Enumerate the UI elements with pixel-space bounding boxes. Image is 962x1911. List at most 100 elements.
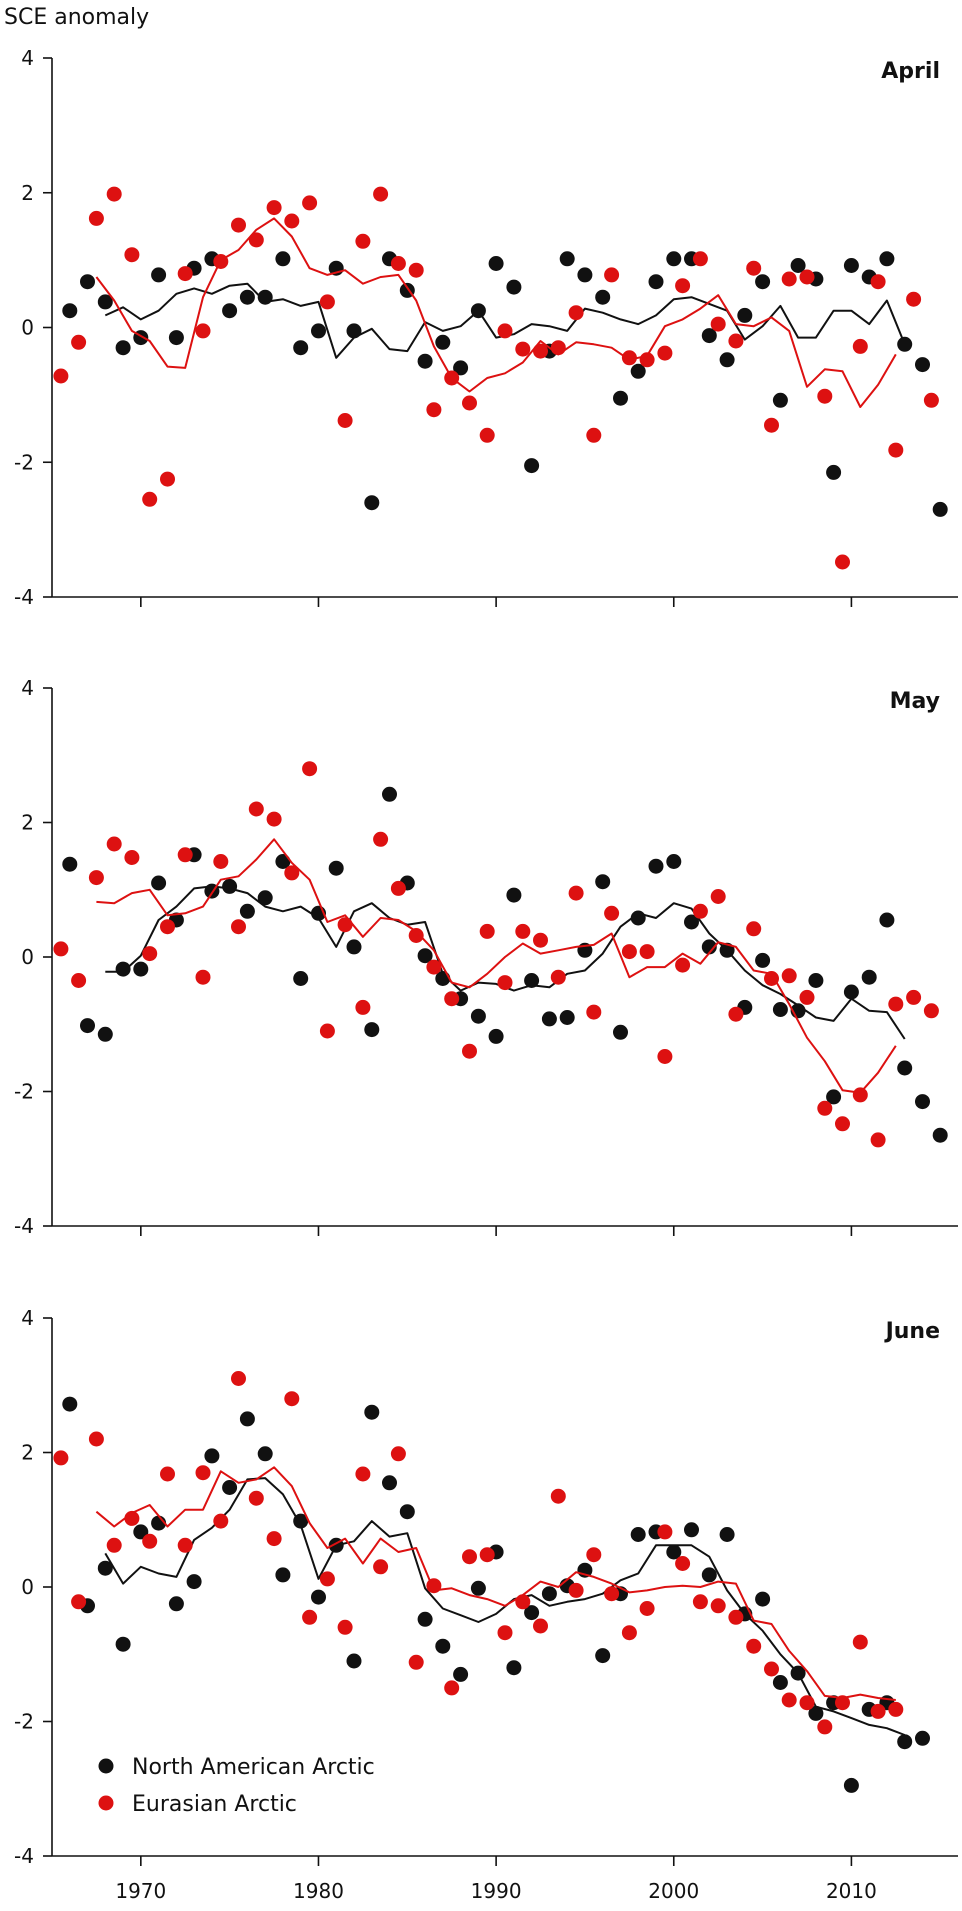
eurasian-data-point bbox=[781, 271, 797, 287]
eurasian-data-point bbox=[497, 975, 513, 991]
eurasian-data-point bbox=[852, 1634, 868, 1650]
eurasian-data-point bbox=[266, 1531, 282, 1547]
eurasian-moving-average-line bbox=[95, 217, 897, 408]
eurasian-data-point bbox=[604, 267, 620, 283]
north-american-data-point bbox=[275, 854, 291, 869]
eurasian-data-point bbox=[373, 1559, 389, 1575]
eurasian-data-point bbox=[160, 1466, 175, 1482]
eurasian-data-point bbox=[533, 343, 548, 359]
eurasian-data-point bbox=[195, 969, 211, 985]
north-american-data-point bbox=[382, 786, 397, 802]
north-american-data-point bbox=[346, 939, 362, 955]
north-american-data-point bbox=[541, 1011, 557, 1027]
y-tick-label: -2 bbox=[14, 450, 34, 474]
panel-title-june: June bbox=[884, 1319, 940, 1344]
north-american-data-point bbox=[488, 1028, 504, 1044]
north-american-data-point bbox=[843, 258, 859, 273]
north-american-data-point bbox=[417, 948, 433, 964]
north-american-data-point bbox=[293, 971, 309, 986]
north-american-data-point bbox=[257, 1446, 273, 1462]
eurasian-data-point bbox=[195, 1465, 211, 1481]
north-american-data-point bbox=[595, 1648, 611, 1664]
panel-june: 4 2 0 -2 -4 June bbox=[14, 1306, 958, 1868]
eurasian-data-point bbox=[621, 350, 637, 366]
north-american-data-point bbox=[843, 1777, 859, 1793]
eurasian-data-point bbox=[479, 1547, 495, 1563]
x-tick-label: 2010 bbox=[826, 1879, 877, 1903]
north-american-data-point bbox=[772, 1002, 788, 1017]
y-tick-label: 2 bbox=[21, 811, 34, 835]
north-american-data-point bbox=[435, 334, 451, 350]
north-american-data-point bbox=[879, 912, 895, 928]
eurasian-data-point bbox=[426, 402, 442, 418]
eurasian-data-point bbox=[550, 340, 566, 356]
eurasian-data-point bbox=[390, 1446, 406, 1462]
north-american-data-point bbox=[684, 1522, 699, 1538]
eurasian-data-point bbox=[764, 1661, 779, 1677]
eurasian-data-point bbox=[355, 1466, 371, 1482]
north-american-data-point bbox=[257, 890, 273, 906]
eurasian-data-point bbox=[710, 889, 726, 904]
eurasian-data-point bbox=[444, 370, 460, 386]
eurasian-data-point bbox=[657, 345, 673, 361]
north-american-data-point bbox=[257, 289, 273, 305]
eurasian-data-point bbox=[817, 1719, 833, 1735]
north-american-data-point bbox=[666, 251, 682, 267]
north-american-data-point bbox=[488, 256, 504, 271]
north-american-data-point bbox=[62, 1396, 78, 1412]
eurasian-data-point bbox=[764, 417, 779, 433]
north-american-data-point bbox=[62, 856, 78, 872]
north-american-data-point bbox=[168, 1596, 184, 1612]
eurasian-data-point bbox=[799, 269, 815, 285]
eurasian-data-point bbox=[53, 368, 69, 384]
north-american-moving-average-line bbox=[105, 885, 906, 1040]
north-american-data-point bbox=[470, 303, 486, 319]
north-american-data-point bbox=[719, 1527, 735, 1542]
eurasian-data-point bbox=[888, 442, 904, 458]
eurasian-data-point bbox=[692, 251, 708, 267]
eurasian-data-point bbox=[479, 923, 495, 939]
eurasian-data-point bbox=[568, 305, 584, 321]
eurasian-data-point bbox=[408, 928, 424, 943]
eurasian-data-point bbox=[586, 1547, 602, 1563]
north-american-data-point bbox=[755, 952, 771, 968]
north-american-data-point bbox=[222, 878, 238, 894]
eurasian-data-point bbox=[160, 471, 175, 487]
eurasian-data-point bbox=[550, 969, 566, 985]
north-american-data-point bbox=[275, 1567, 291, 1583]
eurasian-data-point bbox=[497, 1625, 513, 1641]
eurasian-data-point bbox=[639, 352, 655, 368]
eurasian-data-point bbox=[835, 554, 850, 570]
eurasian-data-point bbox=[710, 316, 726, 332]
eurasian-data-point bbox=[302, 761, 318, 777]
eurasian-data-point bbox=[657, 1049, 673, 1064]
eurasian-data-point bbox=[302, 195, 318, 211]
north-american-data-point bbox=[790, 1665, 806, 1681]
legend-marker-eurasian bbox=[98, 1795, 114, 1811]
eurasian-data-point bbox=[426, 1578, 442, 1594]
north-american-data-point bbox=[879, 251, 895, 267]
north-american-data-point bbox=[97, 1026, 113, 1042]
y-tick-label: -2 bbox=[14, 1080, 34, 1104]
north-american-data-point bbox=[506, 279, 522, 295]
north-american-data-point bbox=[613, 390, 628, 406]
north-american-data-point bbox=[737, 307, 753, 323]
eurasian-data-point bbox=[88, 210, 104, 226]
north-american-data-point bbox=[222, 1480, 238, 1495]
eurasian-data-point bbox=[124, 1510, 140, 1526]
eurasian-data-point bbox=[231, 217, 246, 233]
eurasian-data-point bbox=[692, 903, 708, 919]
panel-april: 4 2 0 -2 -4 April bbox=[14, 46, 958, 609]
north-american-data-point bbox=[204, 1448, 220, 1464]
north-american-data-point bbox=[80, 274, 95, 290]
north-american-data-point bbox=[506, 1660, 522, 1676]
eurasian-data-point bbox=[870, 1132, 886, 1148]
eurasian-data-point bbox=[248, 801, 264, 817]
north-american-data-point bbox=[168, 330, 184, 346]
eurasian-data-point bbox=[213, 854, 229, 869]
eurasian-data-point bbox=[728, 1609, 744, 1625]
eurasian-data-point bbox=[462, 1043, 477, 1059]
north-american-data-point bbox=[346, 1653, 362, 1669]
eurasian-data-point bbox=[835, 1695, 850, 1711]
panel-title-may: May bbox=[890, 689, 940, 714]
